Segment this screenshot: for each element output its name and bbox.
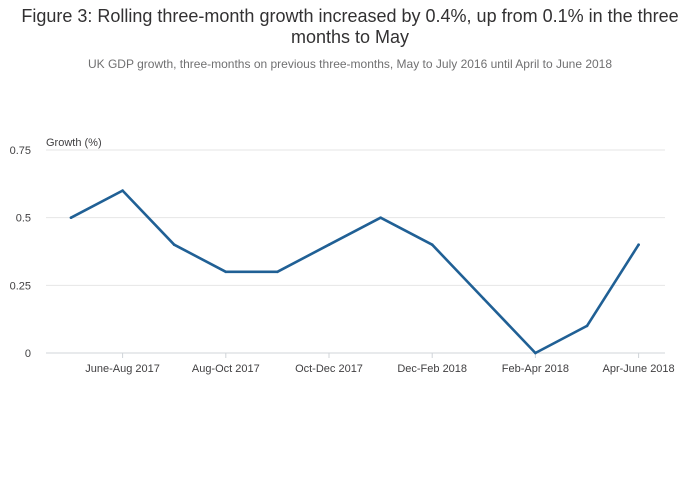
x-tick-label: June-Aug 2017: [85, 363, 160, 375]
axes: 0 0.25 0.5 0.75 June-Aug 2017 Aug-Oct 2017 Oct…: [10, 145, 675, 375]
data-point: [276, 270, 279, 274]
y-tick-label: 0.75: [10, 145, 31, 157]
chart-title: Figure 3: Rolling three-month growth inc…: [21, 6, 679, 47]
y-tick-label: 0.5: [16, 213, 31, 225]
data-point: [379, 216, 382, 219]
data-point: [172, 243, 176, 247]
y-tick-label: 0: [25, 348, 31, 360]
series-line: [69, 189, 640, 355]
data-point: [224, 270, 228, 274]
x-tick-label: Apr-June 2018: [603, 363, 675, 375]
x-tick-label: Dec-Feb 2018: [397, 363, 467, 375]
data-point: [534, 351, 537, 355]
data-point: [327, 243, 331, 247]
x-tick-label: Oct-Dec 2017: [295, 363, 363, 375]
data-point: [69, 216, 73, 219]
data-point: [430, 243, 434, 247]
series-layer: [69, 189, 640, 355]
y-tick-label: 0.25: [10, 280, 31, 292]
chart-subtitle: UK GDP growth, three-months on previous …: [87, 57, 613, 71]
y-axis-title: Growth (%): [46, 137, 102, 149]
data-point: [121, 189, 124, 192]
gridlines: [46, 149, 665, 286]
data-point: [637, 243, 640, 247]
data-point: [585, 324, 589, 328]
data-point: [482, 297, 486, 301]
x-tick-label: Aug-Oct 2017: [192, 363, 260, 375]
x-tick-label: Feb-Apr 2018: [502, 363, 569, 375]
